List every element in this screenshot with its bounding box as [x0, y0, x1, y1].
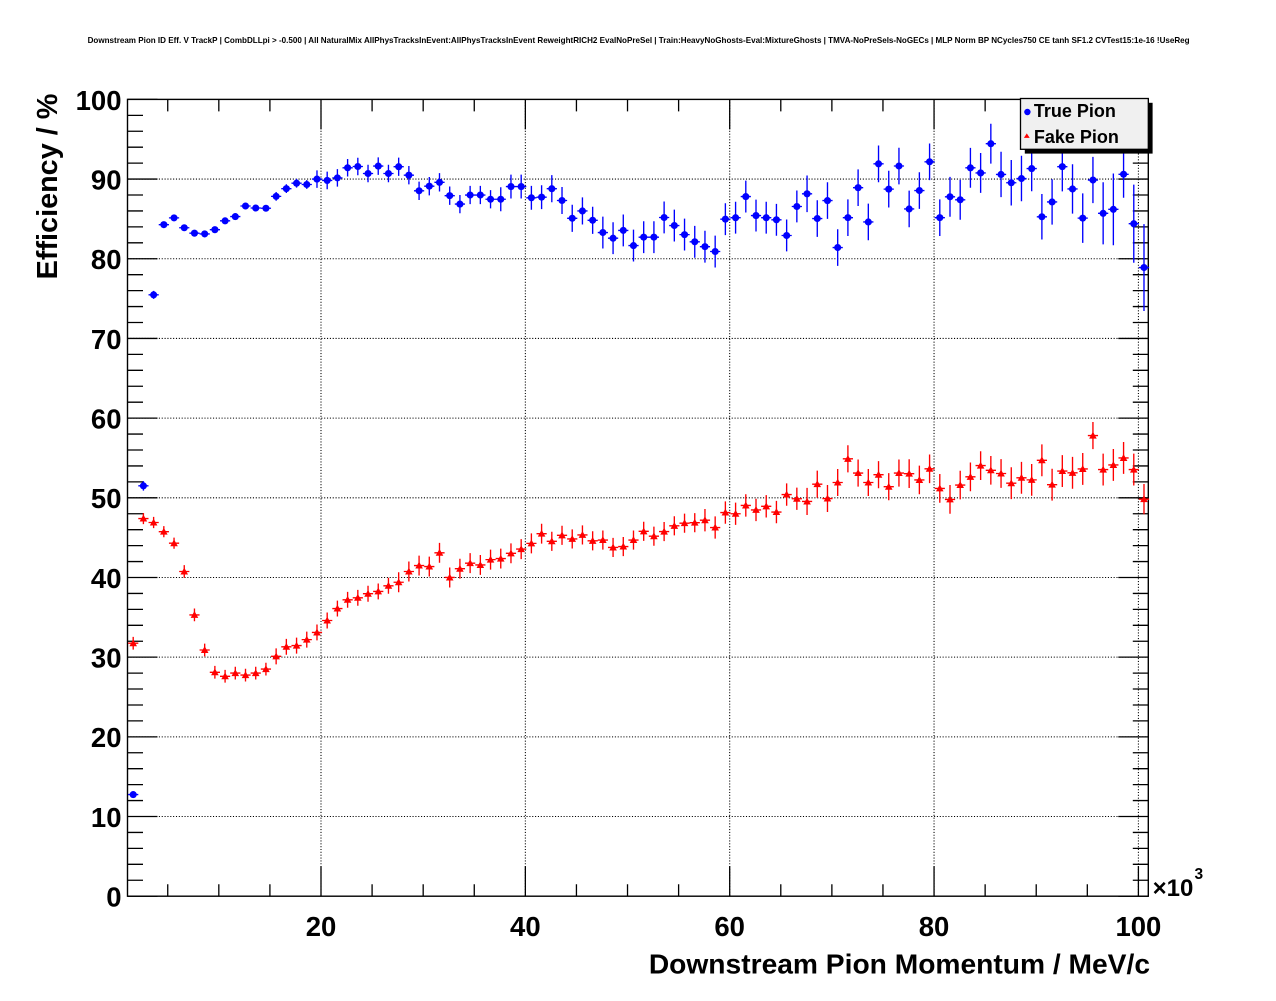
svg-text:30: 30	[91, 643, 122, 674]
svg-text:90: 90	[91, 164, 122, 195]
svg-text:100: 100	[1115, 911, 1161, 942]
svg-text:40: 40	[510, 911, 541, 942]
svg-text:20: 20	[91, 722, 122, 753]
svg-text:True Pion: True Pion	[1034, 101, 1116, 121]
svg-text:Efficiency / %: Efficiency / %	[32, 94, 64, 280]
svg-text:3: 3	[1195, 866, 1204, 883]
svg-text:80: 80	[91, 244, 122, 275]
svg-text:60: 60	[91, 404, 122, 435]
svg-text:100: 100	[76, 85, 122, 116]
svg-text:50: 50	[91, 483, 122, 514]
svg-text:40: 40	[91, 563, 122, 594]
svg-text:70: 70	[91, 324, 122, 355]
svg-text:Downstream Pion ID Eff. V Trac: Downstream Pion ID Eff. V TrackP | CombD…	[88, 35, 1190, 45]
svg-text:80: 80	[919, 911, 950, 942]
svg-text:60: 60	[714, 911, 745, 942]
svg-text:Fake Pion: Fake Pion	[1034, 127, 1119, 147]
svg-text:×10: ×10	[1153, 875, 1194, 902]
svg-text:20: 20	[306, 911, 337, 942]
svg-text:10: 10	[91, 802, 122, 833]
svg-text:Downstream Pion Momentum / MeV: Downstream Pion Momentum / MeV/c	[649, 948, 1150, 980]
svg-text:0: 0	[106, 882, 121, 913]
